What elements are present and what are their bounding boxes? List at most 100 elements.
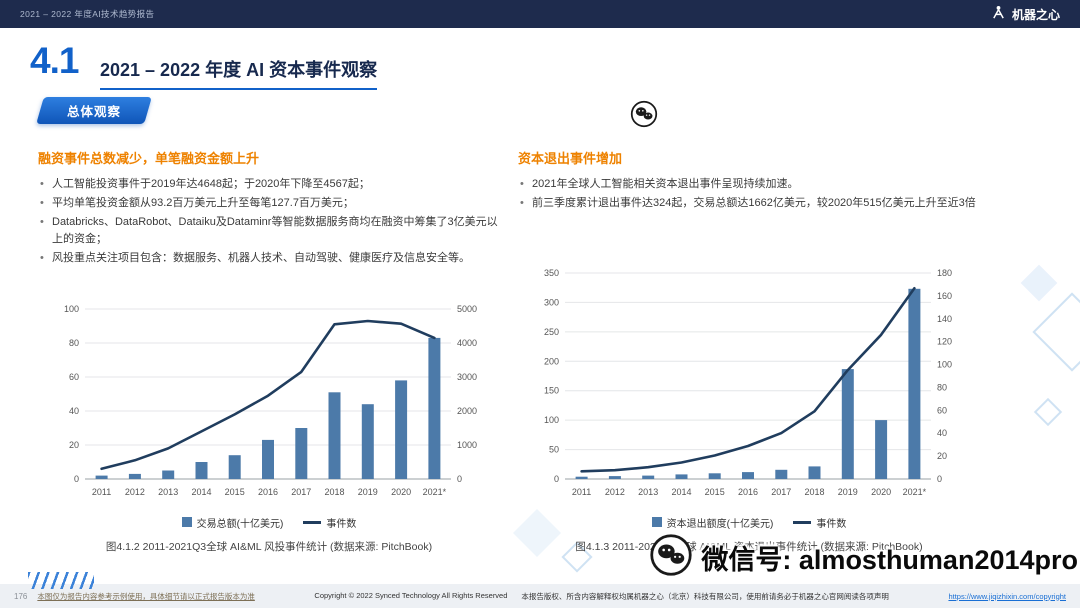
legend-line-label: 事件数 <box>816 518 847 530</box>
svg-text:2017: 2017 <box>771 487 791 497</box>
svg-text:5000: 5000 <box>457 304 477 314</box>
svg-text:350: 350 <box>544 268 559 278</box>
svg-text:40: 40 <box>69 406 79 416</box>
svg-text:3000: 3000 <box>457 372 477 382</box>
brand: 机器之心 <box>991 5 1060 23</box>
svg-text:140: 140 <box>937 314 952 324</box>
svg-text:2011: 2011 <box>572 487 591 497</box>
deco-stripes <box>28 572 94 589</box>
funding-chart-caption: 图4.1.2 2011-2021Q3全球 AI&ML 风投事件统计 (数据来源:… <box>105 541 433 553</box>
section-number: 4.1 <box>30 40 79 81</box>
footer-disclaimer: 本图仅为报告内容参考示例使用，具体细节请以正式报告版本为准 <box>37 591 255 601</box>
funding-bullet-list: 人工智能投资事件于2019年达4648起；于2020年下降至4567起； 平均单笔… <box>38 176 500 267</box>
exit-chart-legend: 资本退出额度(十亿美元) 事件数 <box>518 514 980 530</box>
exit-chart-caption: 图4.1.3 2011-2021Q3全球 AI&ML 资本退出事件统计 (数据来… <box>575 541 923 553</box>
bar-swatch-icon <box>181 517 192 527</box>
svg-text:80: 80 <box>69 338 79 348</box>
svg-text:2016: 2016 <box>738 487 758 497</box>
line-swatch-icon <box>303 520 322 524</box>
copyright-text: Copyright © 2022 Synced Technology All R… <box>314 590 508 600</box>
exit-panel: 资本退出事件增加 2021年全球人工智能相关资本退出事件呈现持续加速。前三季度累… <box>518 148 980 554</box>
svg-text:80: 80 <box>937 382 947 392</box>
line-swatch-icon <box>793 520 812 524</box>
svg-text:0: 0 <box>74 474 79 484</box>
report-title: 2021 – 2022 年度AI技术趋势报告 <box>20 9 155 19</box>
svg-text:0: 0 <box>937 474 942 484</box>
exit-chart-block: 0 50 100 150 200 250 300 350 0 20 40 60 80 100 120 140 1… <box>518 265 980 554</box>
legend-bar: 交易总额(十亿美元) <box>181 515 284 530</box>
svg-text:2015: 2015 <box>705 487 725 497</box>
svg-text:2013: 2013 <box>158 487 178 497</box>
svg-text:60: 60 <box>937 405 947 415</box>
page-title: 2021 – 2022 年度 AI 资本事件观察 <box>100 56 378 90</box>
footer-center: Copyright © 2022 Synced Technology All R… <box>265 591 939 602</box>
overview-badge-label: 总体观察 <box>66 105 121 119</box>
svg-text:300: 300 <box>544 297 559 307</box>
svg-text:100: 100 <box>64 304 79 314</box>
svg-text:40: 40 <box>937 428 947 438</box>
svg-text:2021*: 2021* <box>423 487 447 497</box>
svg-text:200: 200 <box>544 356 559 366</box>
svg-text:2018: 2018 <box>324 487 344 497</box>
svg-text:150: 150 <box>544 386 559 396</box>
svg-text:20: 20 <box>937 451 947 461</box>
exit-chart-svg: 0 50 100 150 200 250 300 350 0 20 40 60 80 100 120 140 1… <box>544 268 952 497</box>
funding-heading: 融资事件总数减少，单笔融资金额上升 <box>38 151 260 166</box>
exit-heading: 资本退出事件增加 <box>518 151 623 166</box>
funding-chart-block: 0 20 40 60 80 100 0 1000 2000 3000 4000 5000 2011 201… <box>38 301 500 554</box>
synced-logo-icon <box>991 5 1006 23</box>
brand-name: 机器之心 <box>1011 7 1060 22</box>
funding-chart-legend: 交易总额(十亿美元) 事件数 <box>38 514 500 530</box>
bullet-item: 前三季度累计退出事件达324起，交易总额达1662亿美元，较2020年515亿美… <box>518 195 980 212</box>
svg-text:50: 50 <box>549 445 559 455</box>
footer-notice: 本报告版权、所含内容解释权均属机器之心（北京）科技有限公司，使用前请务必于机器之… <box>521 591 889 601</box>
svg-text:120: 120 <box>937 337 952 347</box>
svg-text:2017: 2017 <box>291 487 311 497</box>
overview-badge-button[interactable]: 总体观察 <box>36 97 152 124</box>
page-number: 176 <box>14 591 28 601</box>
legend-bar-label: 交易总额(十亿美元) <box>196 518 284 530</box>
copyright-link[interactable]: https://www.jiqizhixin.com/copyright <box>948 591 1066 601</box>
svg-text:160: 160 <box>937 291 952 301</box>
svg-text:2012: 2012 <box>605 487 625 497</box>
svg-text:1000: 1000 <box>457 440 477 450</box>
bullet-item: 平均单笔投资金额从93.2百万美元上升至每笔127.7百万美元； <box>38 195 500 212</box>
legend-line: 事件数 <box>793 515 846 530</box>
svg-text:2013: 2013 <box>638 487 658 497</box>
svg-text:2019: 2019 <box>358 487 378 497</box>
svg-text:2015: 2015 <box>225 487 245 497</box>
funding-chart: 0 20 40 60 80 100 0 1000 2000 3000 4000 5000 2011 201… <box>39 301 499 508</box>
wechat-icon <box>630 100 658 133</box>
funding-panel: 融资事件总数减少，单笔融资金额上升 人工智能投资事件于2019年达4648起；于… <box>38 148 500 554</box>
bullet-item: 2021年全球人工智能相关资本退出事件呈现持续加速。 <box>518 176 980 193</box>
exit-bullet-list: 2021年全球人工智能相关资本退出事件呈现持续加速。前三季度累计退出事件达324… <box>518 176 980 212</box>
svg-text:4000: 4000 <box>457 338 477 348</box>
svg-text:100: 100 <box>544 415 559 425</box>
bullet-item: 人工智能投资事件于2019年达4648起；于2020年下降至4567起； <box>38 176 500 193</box>
svg-text:2000: 2000 <box>457 406 477 416</box>
svg-text:2011: 2011 <box>92 487 111 497</box>
bar-swatch-icon <box>651 517 662 527</box>
deco-diamond-fill <box>1020 264 1058 302</box>
top-bar: 2021 – 2022 年度AI技术趋势报告 机器之心 <box>0 0 1080 28</box>
svg-text:2019: 2019 <box>838 487 858 497</box>
deco-diamond-outline <box>1033 397 1063 427</box>
svg-text:2020: 2020 <box>391 487 411 497</box>
legend-bar: 资本退出额度(十亿美元) <box>651 515 773 530</box>
deco-diamond-outline <box>1032 292 1080 372</box>
footer: 176 本图仅为报告内容参考示例使用，具体细节请以正式报告版本为准 Copyri… <box>0 584 1080 608</box>
svg-text:100: 100 <box>937 360 952 370</box>
svg-text:250: 250 <box>544 327 559 337</box>
bullet-item: 风投重点关注项目包含：数据服务、机器人技术、自动驾驶、健康医疗及信息安全等。 <box>38 250 500 267</box>
svg-text:2020: 2020 <box>871 487 891 497</box>
svg-text:2014: 2014 <box>191 487 211 497</box>
svg-text:180: 180 <box>937 268 952 278</box>
svg-text:60: 60 <box>69 372 79 382</box>
svg-text:2016: 2016 <box>258 487 278 497</box>
svg-text:0: 0 <box>457 474 462 484</box>
svg-text:2018: 2018 <box>804 487 824 497</box>
legend-line: 事件数 <box>303 515 356 530</box>
bullet-item: Databricks、DataRobot、Dataiku及Dataminr等智能… <box>38 214 500 248</box>
svg-text:2012: 2012 <box>125 487 145 497</box>
